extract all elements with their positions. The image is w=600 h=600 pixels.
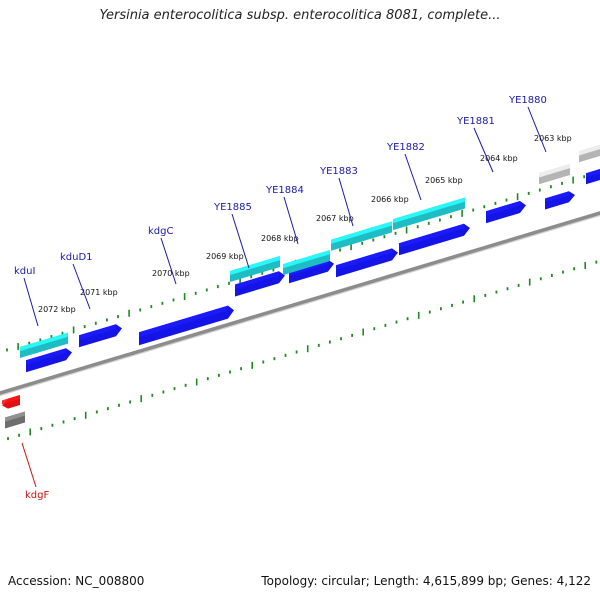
scale-tick-label: 2066 kbp — [371, 195, 409, 204]
scale-tick-label: 2067 kbp — [316, 214, 354, 223]
gene-kduD1[interactable] — [79, 324, 122, 348]
gene-label-kdgC[interactable]: kdgC — [148, 226, 177, 285]
leader-line — [72, 263, 91, 310]
gene-label-text[interactable]: kduD1 — [60, 252, 93, 263]
scale-tick-label: 2069 kbp — [206, 252, 244, 261]
gene-label-YE1882[interactable]: YE1882 — [386, 142, 425, 201]
gene-YE1880[interactable] — [545, 191, 575, 210]
scale-tick-label: 2070 kbp — [152, 269, 190, 278]
leader-line — [21, 442, 37, 488]
backbone-layer — [0, 211, 600, 397]
gene-label-YE1880[interactable]: YE1880 — [508, 95, 547, 153]
gene-YE1882[interactable] — [399, 223, 470, 256]
gene-label-YE1883[interactable]: YE1883 — [319, 166, 358, 227]
scale-tick-label: 2063 kbp — [534, 134, 572, 143]
gene-kdgF[interactable] — [2, 395, 20, 409]
leader-line — [473, 127, 494, 173]
gene-kduI[interactable] — [26, 348, 72, 373]
gene-label-text[interactable]: YE1883 — [319, 166, 358, 177]
gene-edge[interactable] — [586, 168, 600, 185]
gene-highlight — [399, 223, 464, 248]
gene-label-text[interactable]: YE1880 — [508, 95, 547, 106]
genome-summary-text: Topology: circular; Length: 4,615,899 bp… — [261, 574, 591, 588]
leader-line — [338, 177, 354, 227]
scale-tick-label: 2072 kbp — [38, 305, 76, 314]
inner-tick-row — [7, 260, 598, 441]
leader-line — [160, 237, 177, 285]
gene-YE1881[interactable] — [486, 201, 526, 224]
gene-highlight — [545, 191, 569, 203]
gene-highlight — [139, 305, 228, 338]
gene-YE1885[interactable] — [235, 271, 285, 297]
gene-highlight — [336, 248, 392, 270]
scale-tick-label: 2065 kbp — [425, 176, 463, 185]
gene-label-kduI[interactable]: kduI — [14, 266, 39, 327]
scale-tick-label: 2071 kbp — [80, 288, 118, 297]
gene-cyan-YE1883[interactable] — [331, 221, 392, 251]
gene-highlight — [283, 250, 330, 269]
gene-cyan-YE1882[interactable] — [393, 197, 465, 231]
map-title: Yersinia enterocolitica subsp. enterocol… — [99, 8, 501, 23]
gene-label-kduD1[interactable]: kduD1 — [60, 252, 93, 310]
gene-highlight — [2, 395, 20, 405]
gene-highlight — [486, 201, 520, 216]
gene-highlight — [331, 221, 392, 244]
gene-grey-1[interactable] — [539, 164, 570, 185]
gene-highlight — [5, 411, 25, 422]
gene-label-layer: kduI kduD1 kdgC YE1885 YE1884 YE1883 YE1882 YE1… — [14, 95, 547, 501]
gene-label-YE1884[interactable]: YE1884 — [265, 185, 304, 245]
gene-highlight — [230, 256, 280, 276]
gene-layer — [2, 144, 600, 429]
gene-cyan-YE1885[interactable] — [230, 256, 280, 282]
gene-label-text[interactable]: YE1885 — [213, 202, 252, 213]
gene-dark-grey[interactable] — [5, 411, 25, 429]
gene-highlight — [235, 271, 279, 290]
gene-label-text[interactable]: kdgF — [25, 490, 49, 501]
scale-tick-label: 2068 kbp — [261, 234, 299, 243]
gene-cyan-YE1884[interactable] — [283, 250, 330, 276]
gene-label-text[interactable]: kdgC — [148, 226, 173, 237]
gene-highlight — [393, 197, 465, 224]
gene-grey-2[interactable] — [579, 144, 600, 163]
gene-highlight — [539, 164, 570, 178]
gene-cyan-kduI[interactable] — [20, 332, 68, 358]
leader-line — [231, 213, 250, 269]
leader-line — [404, 153, 422, 201]
gene-label-text[interactable]: kduI — [14, 266, 35, 277]
accession-text: Accession: NC_008800 — [8, 574, 145, 588]
gene-label-text[interactable]: YE1881 — [456, 116, 495, 127]
backbone-line — [0, 211, 600, 395]
leader-line — [283, 196, 299, 245]
scale-label-layer: 2072 kbp 2071 kbp 2070 kbp 2069 kbp 2068 kbp… — [38, 134, 572, 314]
gene-label-text[interactable]: YE1882 — [386, 142, 425, 153]
gene-label-text[interactable]: YE1884 — [265, 185, 304, 196]
gene-highlight — [586, 168, 600, 178]
leader-line — [527, 106, 547, 153]
gene-label-kdgF[interactable]: kdgF — [21, 442, 49, 501]
gene-highlight — [26, 348, 66, 365]
gene-highlight — [579, 145, 600, 156]
scale-tick-label: 2064 kbp — [480, 154, 518, 163]
leader-line — [23, 277, 39, 327]
gene-YE1883[interactable] — [336, 248, 398, 278]
gene-kdgC[interactable] — [139, 305, 234, 346]
gene-label-YE1881[interactable]: YE1881 — [456, 116, 495, 173]
gene-highlight — [20, 332, 68, 352]
gene-highlight — [79, 324, 116, 340]
gene-label-YE1885[interactable]: YE1885 — [213, 202, 252, 269]
